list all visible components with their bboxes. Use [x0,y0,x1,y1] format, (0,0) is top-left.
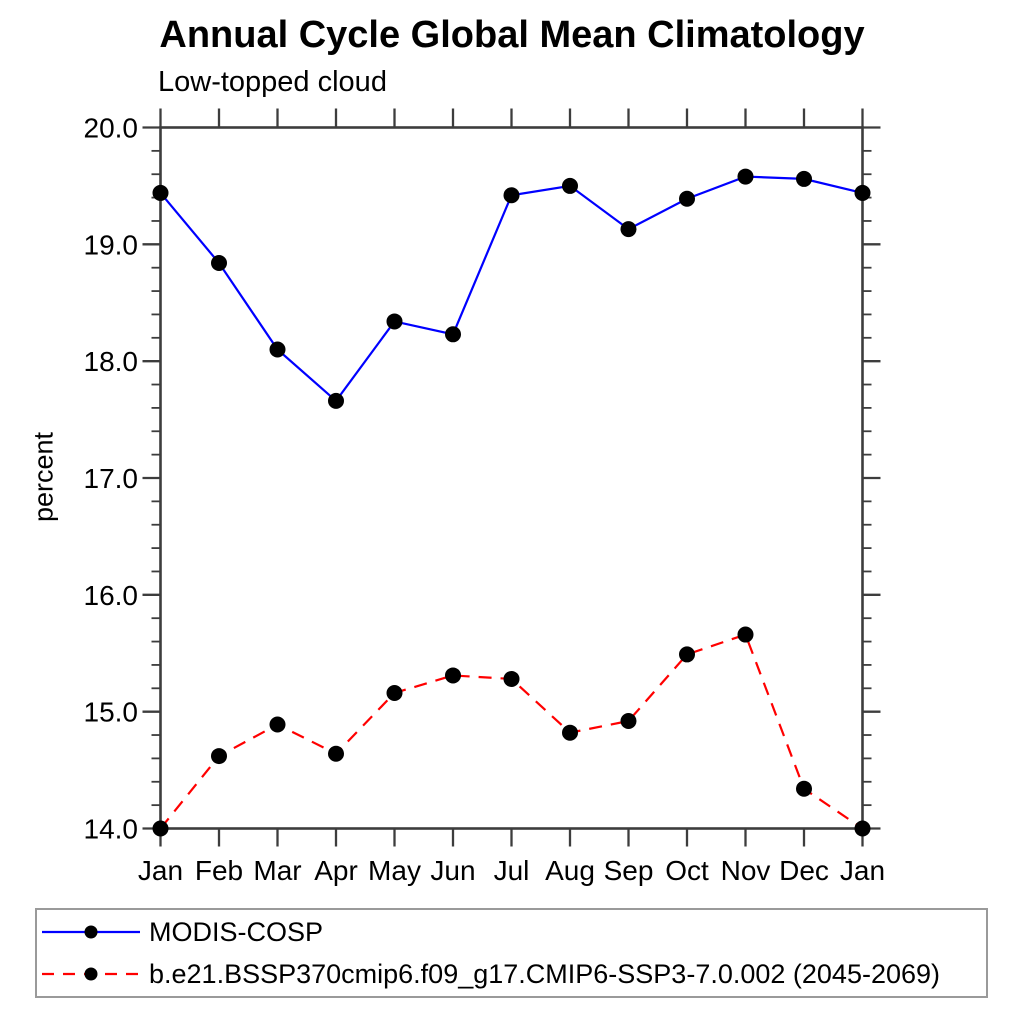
series-line [159,633,864,830]
data-point-marker [386,684,403,701]
y-tick-label: 17.0 [84,463,139,494]
x-tick-label: May [368,855,421,886]
data-point-marker [737,626,754,643]
data-point-marker [796,780,812,797]
legend-sample-line-dashed [42,967,140,981]
data-point-marker [679,646,695,663]
data-point-marker [562,177,578,194]
y-tick-label: 19.0 [84,229,139,260]
legend-sample-line-solid [42,925,140,939]
series-line [159,175,863,403]
data-point-marker [854,184,871,201]
y-tick-label: 14.0 [84,814,139,845]
x-tick-label: Jun [430,855,475,886]
x-tick-label: Jul [494,855,530,886]
data-point-marker [328,392,344,409]
y-tick-label: 15.0 [84,697,139,728]
data-point-marker [679,190,695,207]
plot-border [159,126,864,830]
data-point-marker [620,713,637,730]
y-tick-label: 16.0 [84,580,139,611]
data-point-marker [211,255,227,272]
y-tick-label: 18.0 [84,346,139,377]
data-point-marker [269,341,286,358]
x-tick-label: Jan [138,855,183,886]
x-tick-label: Mar [253,855,301,886]
data-point-marker [503,187,520,204]
x-tick-label: Apr [314,855,358,886]
x-tick-label: Sep [604,855,654,886]
legend-marker-sample [84,967,98,981]
data-point-marker [328,745,344,762]
plot-area: 14.0 15.0 16.0 17.0 18.0 19.0 20.0 Jan Feb Mar Apr… [84,108,886,887]
data-point-marker [737,168,754,185]
x-tick-label: Oct [665,855,709,886]
legend-label: b.e21.BSSP370cmip6.f09_g17.CMIP6-SSP3-7.… [149,958,941,989]
x-tick-label: Feb [195,855,243,886]
legend-item-model: b.e21.BSSP370cmip6.f09_g17.CMIP6-SSP3-7.… [37,953,986,995]
axes [142,108,881,847]
legend-label: MODIS-COSP [149,916,324,947]
axis-tick-labels: 14.0 15.0 16.0 17.0 18.0 19.0 20.0 Jan Feb Mar Apr… [84,113,886,887]
legend-item-modis-cosp: MODIS-COSP [37,911,986,953]
legend-marker-sample [84,925,98,939]
x-tick-label: Nov [721,855,771,886]
legend: MODIS-COSP b.e21.BSSP370cmip6.f09_g17.CM… [35,908,988,998]
data-point-marker [503,670,520,687]
data-point-marker [211,748,227,765]
chart-title: Annual Cycle Global Mean Climatology [159,14,865,56]
data-point-marker [445,326,461,343]
data-point-marker [269,716,286,733]
x-tick-label: Aug [545,855,595,886]
data-point-marker [562,724,578,741]
x-tick-label: Jan [840,855,885,886]
data-point-marker [854,820,871,837]
data-point-marker [445,667,461,684]
data-point-marker [796,170,812,187]
series-model [152,626,871,837]
chart-subtitle: Low-topped cloud [158,66,387,98]
data-point-marker [620,221,637,238]
data-point-marker [386,313,403,330]
y-tick-label: 20.0 [84,113,139,144]
series-modis-cosp [152,168,871,409]
x-tick-label: Dec [779,855,829,886]
data-point-marker [152,184,169,201]
data-point-marker [152,820,169,837]
